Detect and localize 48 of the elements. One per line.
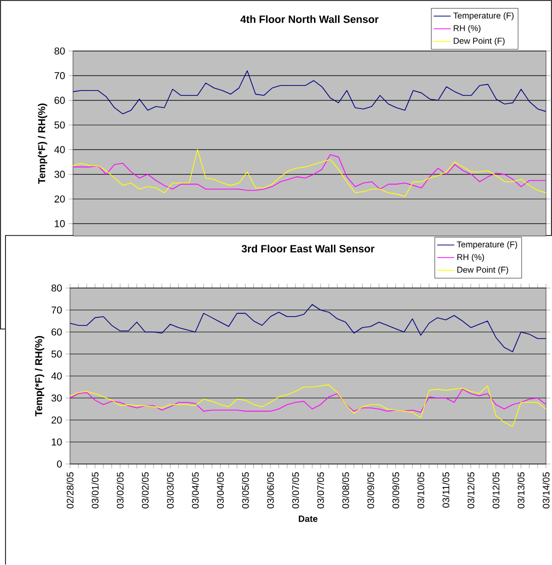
- x-tick-label: 03/04/05: [192, 472, 199, 508]
- x-tick-label: 03/07/05: [317, 472, 324, 508]
- x-tick-label: 03/12/05: [492, 472, 500, 508]
- x-tick-label: 03/02/05: [142, 472, 149, 508]
- x-tick-label: 03/08/05: [342, 472, 350, 508]
- x-tick-label: 03/07/05: [292, 472, 299, 508]
- y-tick-label: 70: [54, 72, 65, 80]
- x-tick-label: 03/09/05: [367, 472, 374, 508]
- y-tick-label: 70: [52, 306, 62, 314]
- chart-title: 4th Floor North Wall Sensor: [240, 15, 379, 23]
- x-tick-label: 03/09/05: [392, 472, 400, 508]
- x-tick-label: 03/03/05: [166, 472, 174, 508]
- y-tick-label: 60: [54, 96, 65, 104]
- x-tick-label: 03/02/05: [116, 472, 124, 508]
- y-tick-label: 20: [54, 195, 65, 203]
- x-tick-label: 03/12/05: [467, 472, 474, 508]
- chart-title: 3rd Floor East Wall Sensor: [242, 244, 374, 252]
- y-tick-label: 40: [54, 146, 65, 154]
- y-tick-label: 0: [57, 460, 62, 468]
- x-axis-title: Date: [298, 516, 318, 522]
- legend-label: RH (%): [454, 24, 480, 33]
- y-tick-label: 30: [54, 170, 65, 178]
- y-tick-label: 10: [52, 438, 62, 446]
- x-tick-label: 03/05/05: [242, 472, 249, 508]
- y-axis-title: Temp(*F) / RH(%): [34, 336, 44, 416]
- legend-label: Temperature (F): [453, 12, 514, 20]
- x-tick-label: 02/28/05: [66, 472, 74, 508]
- legend-label: Temperature (F): [456, 241, 518, 250]
- y-tick-label: 80: [52, 284, 62, 292]
- x-tick-label: 03/01/05: [92, 472, 99, 508]
- legend-label: Dew Point (F): [457, 266, 508, 274]
- legend-label: RH (%): [457, 254, 484, 262]
- x-tick-label: 03/04/05: [216, 472, 224, 508]
- y-tick-label: 20: [52, 416, 62, 424]
- x-tick-label: 03/14/05: [542, 472, 550, 508]
- y-tick-label: 80: [54, 47, 65, 55]
- x-tick-label: 03/13/05: [517, 472, 524, 508]
- x-tick-label: 03/06/05: [266, 472, 274, 508]
- legend-label: Dew Point (F): [454, 38, 505, 46]
- y-tick-label: 10: [54, 220, 65, 228]
- y-tick-label: 30: [51, 394, 62, 402]
- x-tick-label: 03/11/05: [442, 472, 450, 508]
- x-tick-label: 03/10/05: [417, 472, 424, 508]
- y-tick-label: 40: [51, 372, 62, 380]
- y-tick-label: 50: [54, 121, 65, 129]
- y-tick-label: 50: [51, 350, 62, 358]
- y-tick-label: 60: [52, 328, 62, 336]
- y-axis-title: Temp(*F) / RH(%): [38, 104, 48, 184]
